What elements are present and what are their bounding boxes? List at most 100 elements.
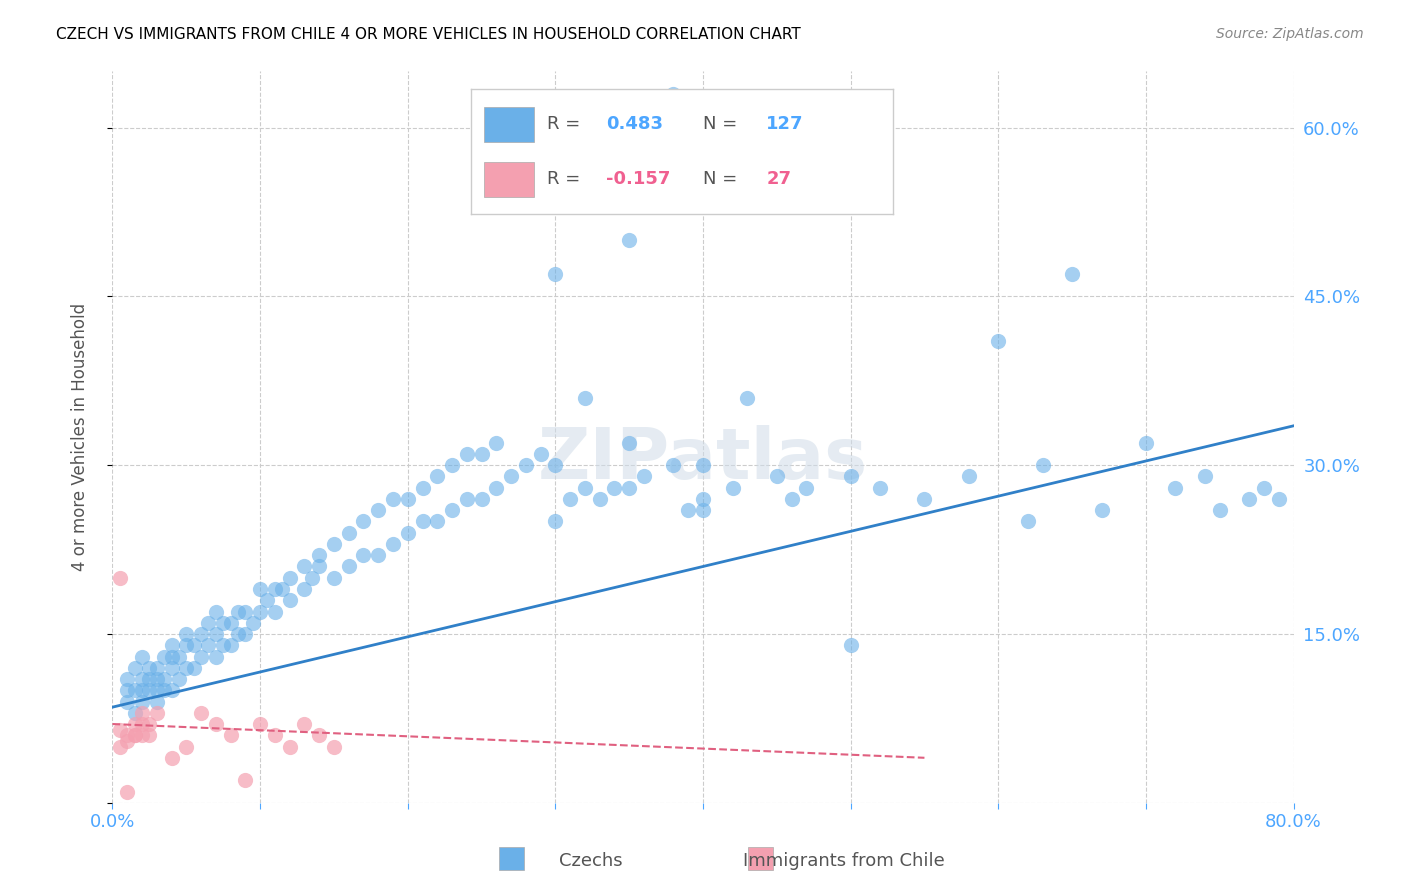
- Point: [249, 717, 271, 731]
- Point: [256, 593, 278, 607]
- Point: [426, 515, 449, 529]
- Point: [470, 447, 494, 461]
- Point: [796, 481, 818, 495]
- FancyBboxPatch shape: [484, 107, 534, 142]
- Point: [146, 672, 169, 686]
- Point: [160, 661, 183, 675]
- Point: [367, 503, 389, 517]
- Point: [957, 469, 980, 483]
- Point: [558, 491, 582, 506]
- Point: [456, 447, 478, 461]
- Point: [721, 481, 744, 495]
- Text: -0.157: -0.157: [606, 170, 671, 188]
- Point: [183, 661, 205, 675]
- Point: [205, 605, 228, 619]
- Point: [160, 683, 183, 698]
- Point: [308, 548, 330, 562]
- Point: [174, 638, 197, 652]
- Point: [271, 582, 294, 596]
- Point: [766, 469, 789, 483]
- Point: [138, 717, 160, 731]
- Point: [190, 706, 212, 720]
- Text: CZECH VS IMMIGRANTS FROM CHILE 4 OR MORE VEHICLES IN HOUSEHOLD CORRELATION CHART: CZECH VS IMMIGRANTS FROM CHILE 4 OR MORE…: [56, 27, 801, 42]
- Text: 0.483: 0.483: [606, 115, 664, 133]
- Point: [411, 515, 433, 529]
- Point: [1032, 458, 1054, 473]
- Text: N =: N =: [703, 115, 737, 133]
- Point: [678, 503, 700, 517]
- Point: [278, 571, 301, 585]
- Point: [108, 571, 131, 585]
- Point: [249, 605, 271, 619]
- Point: [323, 571, 346, 585]
- Point: [249, 582, 271, 596]
- Point: [323, 537, 346, 551]
- Point: [160, 751, 183, 765]
- Point: [226, 627, 249, 641]
- Point: [396, 491, 419, 506]
- Point: [501, 469, 523, 483]
- Y-axis label: 4 or more Vehicles in Household: 4 or more Vehicles in Household: [70, 303, 89, 571]
- Point: [183, 638, 205, 652]
- Point: [470, 491, 494, 506]
- Text: 127: 127: [766, 115, 804, 133]
- Point: [197, 615, 219, 630]
- Point: [574, 391, 596, 405]
- Point: [146, 683, 169, 698]
- Point: [692, 503, 714, 517]
- Point: [205, 717, 228, 731]
- Point: [160, 649, 183, 664]
- Point: [131, 694, 153, 708]
- Point: [264, 582, 287, 596]
- Point: [219, 638, 242, 652]
- Point: [1091, 503, 1114, 517]
- Point: [146, 661, 169, 675]
- Point: [737, 391, 759, 405]
- Point: [662, 87, 685, 101]
- Point: [619, 233, 641, 247]
- Text: ZIPatlas: ZIPatlas: [538, 425, 868, 493]
- Bar: [499, 847, 524, 870]
- Point: [138, 672, 160, 686]
- Point: [367, 548, 389, 562]
- Point: [174, 739, 197, 754]
- Point: [308, 559, 330, 574]
- Point: [167, 649, 190, 664]
- Point: [117, 672, 138, 686]
- Point: [205, 627, 228, 641]
- Point: [987, 334, 1010, 349]
- Point: [131, 706, 153, 720]
- Point: [574, 481, 596, 495]
- Point: [780, 491, 803, 506]
- Text: N =: N =: [703, 170, 737, 188]
- Point: [205, 649, 228, 664]
- Point: [382, 537, 405, 551]
- Point: [131, 683, 153, 698]
- Point: [337, 525, 360, 540]
- Point: [426, 469, 449, 483]
- Point: [352, 548, 374, 562]
- Point: [292, 559, 315, 574]
- Point: [619, 481, 641, 495]
- Text: Immigrants from Chile: Immigrants from Chile: [742, 852, 945, 870]
- Point: [633, 469, 655, 483]
- Point: [869, 481, 891, 495]
- Point: [292, 717, 315, 731]
- Point: [197, 638, 219, 652]
- Point: [337, 559, 360, 574]
- Point: [190, 649, 212, 664]
- Point: [1062, 267, 1084, 281]
- Point: [485, 435, 508, 450]
- Point: [264, 728, 287, 742]
- Point: [839, 469, 862, 483]
- Point: [242, 615, 264, 630]
- Point: [117, 694, 138, 708]
- Point: [174, 627, 197, 641]
- Point: [544, 458, 567, 473]
- Point: [190, 627, 212, 641]
- Text: R =: R =: [547, 170, 581, 188]
- Point: [226, 605, 249, 619]
- Point: [278, 739, 301, 754]
- Point: [124, 728, 146, 742]
- Point: [233, 627, 256, 641]
